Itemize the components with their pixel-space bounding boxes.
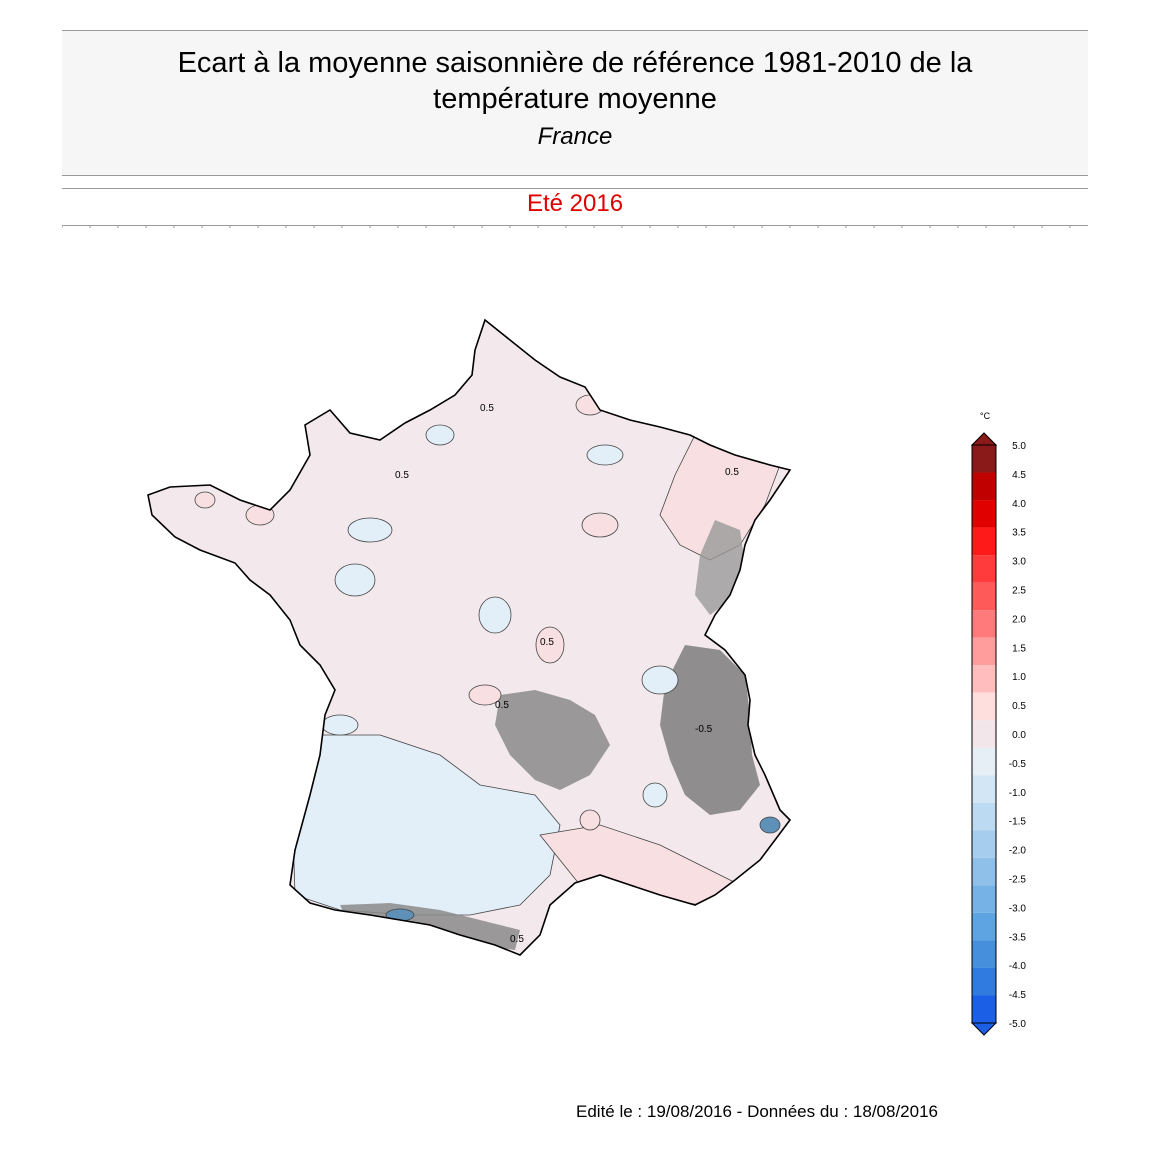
legend-tick-label: 1.5 [1012,643,1026,654]
legend-color-bar [972,527,996,556]
legend-bottom-arrow [970,1022,998,1036]
legend-color-bar [972,775,996,803]
legend-tick-label: -0.5 [1009,759,1027,770]
legend-tick-labels: 5.0 4.5 4.0 3.5 3.0 2.5 2.0 1.5 1.0 0.5 0.0 -0.5 -1.… [1009,441,1027,1030]
legend-color-bar [972,940,996,968]
edit-label: Edité le : 19/08/2016 - Données du : 18/… [576,1102,938,1121]
legend-color-bar [972,857,996,886]
contour-label: 0.5 [510,934,524,945]
legend-color-bar [972,555,996,583]
legend-tick-label: -1.0 [1009,788,1027,799]
legend-color-bar [972,445,996,473]
legend-color-bar [972,582,996,611]
legend-color-bar [972,802,996,831]
legend-color-bar [972,967,996,996]
legend-tick-label: 4.5 [1012,470,1026,481]
legend-tick-label: -4.0 [1009,961,1027,972]
legend-tick-label: -2.5 [1009,875,1027,886]
legend-tick-label: -4.5 [1009,990,1027,1001]
legend-tick-label: 0.0 [1012,730,1026,741]
divider-top [62,188,1088,189]
color-scale-legend: °C 5.0 4.5 4.0 3.5 3.0 2.5 2.0 1.5 1.0 0.5 0.0 -0.5… [970,411,1027,1036]
legend-tick-label: 5.0 [1012,441,1026,452]
legend-color-bar [972,830,996,858]
region-subtitle: France [537,123,613,150]
legend-color-bar [972,637,996,666]
contour-label: 0.5 [540,637,554,648]
legend-color-bar [972,472,996,501]
legend-tick-label: 3.0 [1012,557,1026,568]
contour-label: -0.5 [695,724,713,735]
map-title: Ecart à la moyenne saisonnière de référe… [62,45,1088,117]
legend-tick-label: -1.5 [1009,817,1027,828]
contour-label: 0.5 [495,700,509,711]
legend-color-bar [972,747,996,776]
legend-color-bar [972,610,996,638]
divider-ticks [62,225,1071,228]
legend-color-bar [972,665,996,693]
divider-bottom [62,225,1088,226]
period-label: Eté 2016 [526,190,624,217]
title-line-1: Ecart à la moyenne saisonnière de référe… [177,47,973,79]
contour-label: 0.5 [480,403,494,414]
legend-unit: °C [980,411,991,421]
legend-color-bar [972,995,996,1023]
legend-tick-label: 1.0 [1012,672,1026,683]
legend-tick-label: 4.0 [1012,499,1026,510]
legend-color-bar [972,885,996,913]
legend-color-bar [972,720,996,748]
contour-label: 0.5 [395,470,409,481]
legend-tick-label: -3.0 [1009,903,1027,914]
france-temperature-map: 0.5 0.5 0.5 0.5 0.5 -0.5 0.5 [147,319,791,956]
legend-tick-label: 2.0 [1012,614,1026,625]
legend-color-bars [970,432,998,1036]
legend-tick-label: 0.5 [1012,701,1026,712]
legend-color-bar [972,912,996,941]
header-panel: Ecart à la moyenne saisonnière de référe… [62,30,1088,176]
contour-label: 0.5 [725,467,739,478]
legend-color-bar [972,500,996,528]
edit-date-info: Edité le : 19/08/2016 - Données du : 18/… [576,1102,938,1122]
legend-tick-label: -5.0 [1009,1019,1027,1030]
legend-top-arrow [970,432,998,446]
legend-tick-label: -2.0 [1009,846,1027,857]
title-line-2: température moyenne [433,83,717,115]
legend-tick-label: 3.5 [1012,528,1026,539]
legend-tick-label: -3.5 [1009,932,1027,943]
legend-color-bar [972,692,996,721]
legend-tick-label: 2.5 [1012,586,1026,597]
